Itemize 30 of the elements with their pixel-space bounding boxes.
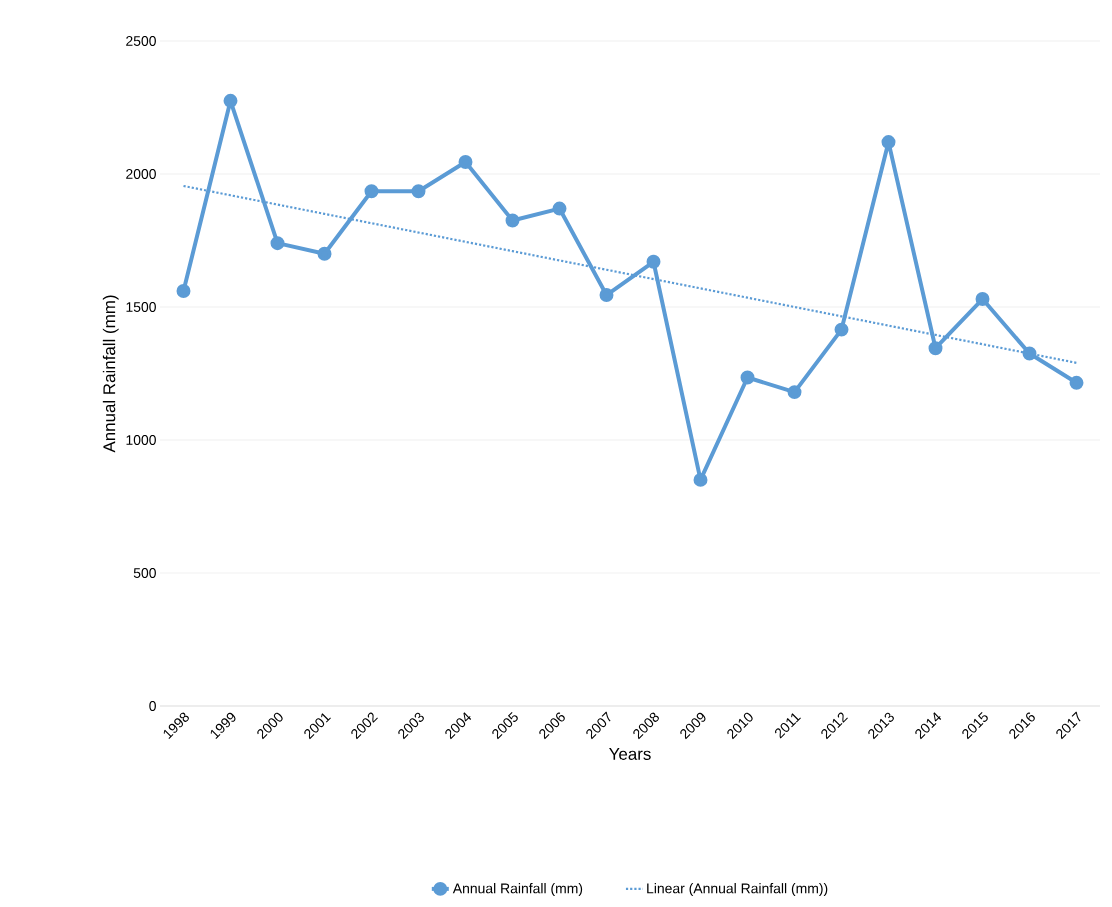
point <box>364 184 379 199</box>
point <box>411 184 426 199</box>
y-tick-label: 2500 <box>126 36 156 46</box>
point <box>1069 375 1084 390</box>
y-tick-label: 0 <box>149 701 156 711</box>
legend-label: Linear (Annual Rainfall (mm)) <box>647 883 828 897</box>
point <box>693 472 708 487</box>
point <box>928 341 943 356</box>
point <box>599 288 614 303</box>
point <box>1022 346 1037 361</box>
point <box>787 385 802 400</box>
point <box>176 284 191 299</box>
x-axis-title: Years <box>609 748 651 760</box>
y-tick-label: 2000 <box>126 169 156 179</box>
point <box>881 135 896 150</box>
point <box>975 292 990 306</box>
point <box>552 201 567 216</box>
legend-label: Annual Rainfall (mm) <box>452 883 583 897</box>
y-tick-label: 500 <box>133 568 156 578</box>
point <box>270 236 285 251</box>
point <box>505 213 520 228</box>
point <box>740 370 755 385</box>
y-tick-label: 1500 <box>126 302 156 312</box>
point <box>834 322 849 337</box>
point <box>223 93 238 108</box>
y-tick-label: 1000 <box>126 435 156 445</box>
point <box>317 246 332 261</box>
y-axis-title: Annual Rainfall (mm) <box>102 295 119 453</box>
point <box>646 254 661 269</box>
point <box>458 155 473 170</box>
